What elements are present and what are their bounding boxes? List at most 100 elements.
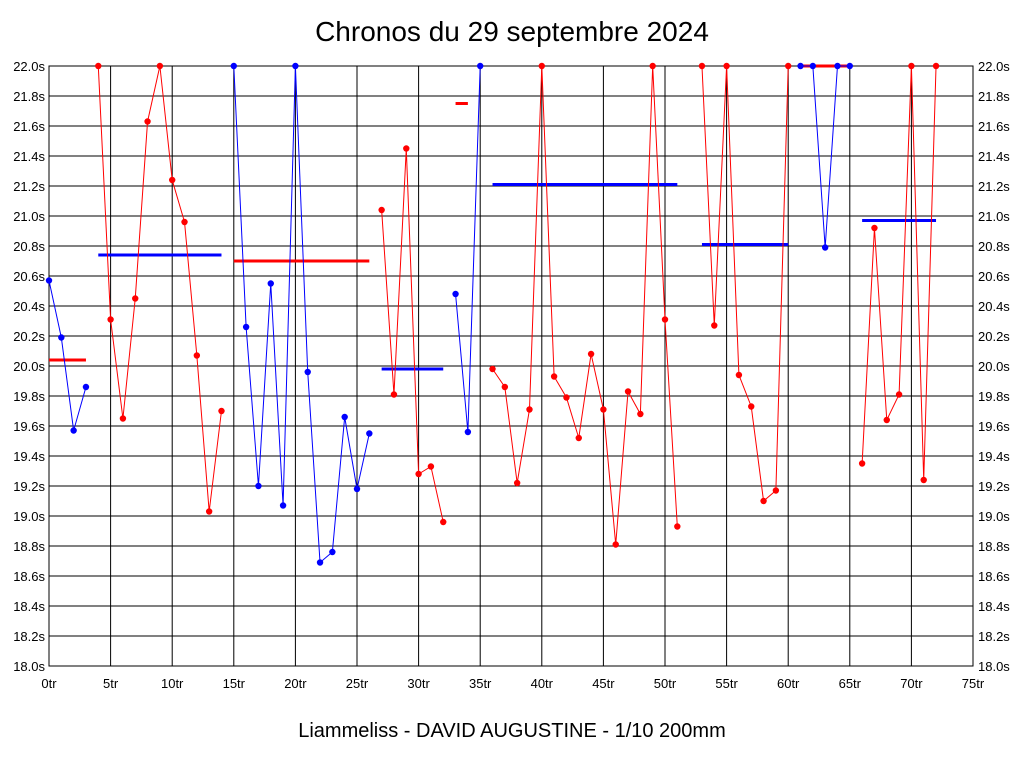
series-line [97,65,222,512]
y-tick-label-left: 19.2s [13,479,45,494]
data-point [908,62,915,70]
data-point [95,62,102,70]
y-tick-label-right: 20.2s [978,329,1010,344]
y-tick-label-left: 18.4s [13,599,45,614]
data-point [698,62,706,70]
data-point [821,244,829,251]
data-point [181,218,188,226]
data-point [637,410,644,418]
data-point [920,476,927,484]
plot-border [48,65,974,667]
data-point [538,62,545,70]
series-group [698,62,792,505]
data-point [871,224,878,232]
y-tick-label-right: 20.6s [978,269,1010,284]
data-point [316,559,324,566]
y-tick-label-right: 20.8s [978,239,1010,254]
data-point [563,394,570,401]
data-point [230,62,237,70]
x-tick-label: 50tr [654,676,677,691]
y-tick-label-left: 20.0s [13,359,45,374]
series-line [455,65,481,433]
x-tick-label: 60tr [777,676,800,691]
y-tick-label-right: 21.4s [978,149,1010,164]
data-point [45,277,53,284]
data-point [329,548,336,556]
data-point [846,62,853,70]
data-point [550,373,558,380]
data-point [205,508,213,515]
x-tick-label: 75tr [962,676,985,691]
y-tick-label-left: 19.0s [13,509,45,524]
data-point [932,62,940,70]
y-tick-label-right: 21.2s [978,179,1010,194]
x-tick-label: 20tr [284,676,307,691]
y-tick-label-right: 18.2s [978,629,1010,644]
y-tick-label-right: 20.4s [978,299,1010,314]
data-point [132,295,139,302]
x-tick-label: 35tr [469,676,492,691]
y-tick-label-left: 19.8s [13,389,45,404]
data-point [169,176,176,184]
data-point [513,479,521,487]
data-point [760,497,767,505]
data-point [193,352,201,359]
series-lines [45,62,940,566]
y-tick-label-left: 20.8s [13,239,45,254]
tick-labels: 18.0s 18.0s 18.2s 18.2s 18.4s 18.4s 18.6s 18.6s… [13,59,1010,691]
data-point [489,365,496,373]
y-tick-label-right: 19.2s [978,479,1010,494]
data-point [353,485,361,493]
x-tick-label: 25tr [346,676,369,691]
y-tick-label-right: 18.4s [978,599,1010,614]
data-point [292,62,299,70]
y-tick-label-left: 18.0s [13,659,45,674]
data-point [267,280,274,287]
data-point [772,487,780,494]
y-tick-label-left: 21.0s [13,209,45,224]
data-point [255,482,262,490]
y-tick-label-right: 21.6s [978,119,1010,134]
y-tick-label-left: 19.4s [13,449,45,464]
data-point [427,463,435,470]
series-line [861,65,937,481]
y-tick-label-left: 18.6s [13,569,45,584]
y-tick-label-left: 21.2s [13,179,45,194]
data-point [748,403,755,410]
series-group [230,62,373,566]
x-tick-label: 40tr [531,676,554,691]
data-point [834,62,841,70]
data-point [341,413,348,421]
y-tick-label-left: 18.2s [13,629,45,644]
data-point [797,62,804,70]
data-point [304,368,311,376]
y-tick-label-left: 21.6s [13,119,45,134]
data-point [452,290,459,298]
series-group [489,62,681,548]
plot-frame [48,65,974,667]
data-point [895,391,903,398]
x-tick-label: 45tr [592,676,615,691]
data-point [587,350,595,358]
data-point [415,470,422,478]
data-point [279,502,287,509]
data-point [735,371,743,379]
y-tick-label-right: 18.6s [978,569,1010,584]
data-point [70,427,77,434]
series-line [492,65,678,545]
series-group [45,277,90,434]
y-tick-label-left: 20.6s [13,269,45,284]
series-line [381,148,444,523]
y-tick-label-right: 19.6s [978,419,1010,434]
series-line [48,280,87,431]
series-group [378,145,447,526]
y-tick-label-right: 18.0s [978,659,1010,674]
x-tick-label: 15tr [223,676,246,691]
data-point [218,407,225,415]
data-point [809,62,817,70]
x-tick-label: 10tr [161,676,184,691]
y-tick-label-right: 21.0s [978,209,1010,224]
data-point [477,62,484,70]
data-point [858,460,866,467]
